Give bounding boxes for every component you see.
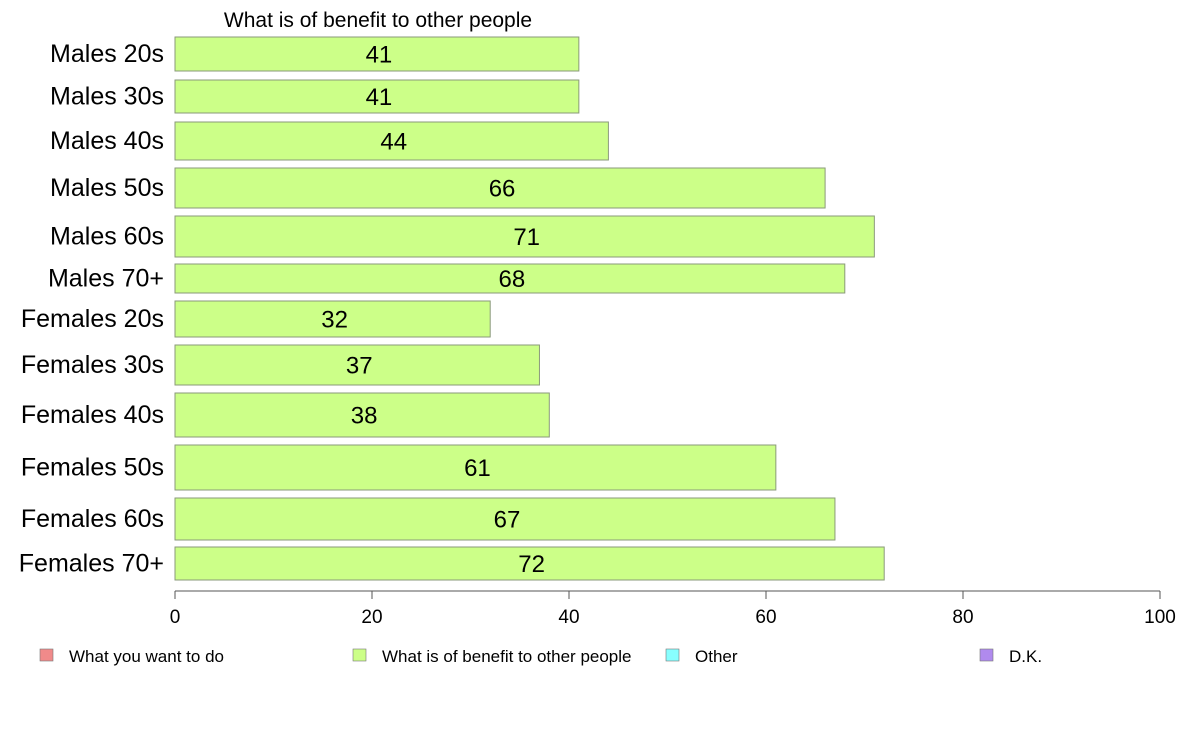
data-label-males-30s: 41: [366, 84, 393, 111]
legend-label-what-is-of-benefit-to-other-people: What is of benefit to other people: [382, 647, 632, 666]
category-label-males-20s: Males 20s: [50, 40, 164, 68]
x-tick-label: 60: [755, 607, 776, 628]
legend-swatch-d-k: [979, 648, 994, 662]
category-label-males-40s: Males 40s: [50, 127, 164, 155]
legend-swatch-other: [665, 648, 680, 662]
bar-males-70-plus: [174, 263, 846, 294]
bar-females-30s: [174, 344, 540, 386]
x-tick-label: 80: [952, 607, 973, 628]
legend: What you want to do What is of benefit to…: [39, 647, 1042, 666]
bar-males-60s: [174, 215, 875, 258]
category-label-males-50s: Males 50s: [50, 174, 164, 202]
category-label-females-20s: Females 20s: [21, 305, 164, 333]
data-label-males-40s: 44: [380, 129, 407, 156]
data-label-females-70-plus: 72: [518, 551, 545, 578]
bar-males-20s: [174, 36, 580, 72]
legend-label-d-k: D.K.: [1009, 647, 1042, 666]
category-label-females-50s: Females 50s: [21, 454, 164, 482]
bar-females-20s: [174, 300, 491, 338]
x-tick-label: 0: [170, 607, 181, 628]
data-label-females-40s: 38: [351, 403, 378, 430]
x-tick-label: 40: [558, 607, 579, 628]
data-label-males-60s: 71: [513, 224, 540, 251]
x-tick-label: 100: [1144, 607, 1176, 628]
bar-males-40s: [174, 121, 609, 161]
bars-layer: Males 20s 41 Males 30s 41 Males 40s 44 Males 5…: [19, 36, 885, 581]
category-label-females-40s: Females 40s: [21, 401, 164, 429]
bar-females-70-plus: [174, 546, 885, 581]
category-label-males-30s: Males 30s: [50, 83, 164, 111]
category-label-females-30s: Females 30s: [21, 351, 164, 379]
data-label-females-50s: 61: [464, 455, 491, 482]
category-label-males-70-plus: Males 70+: [48, 265, 164, 293]
bar-males-30s: [174, 79, 580, 114]
legend-label-what-you-want-to-do: What you want to do: [69, 647, 224, 666]
data-label-females-30s: 37: [346, 353, 373, 380]
data-label-females-20s: 32: [321, 307, 348, 334]
x-axis: 0 20 40 60 80 100: [170, 590, 1176, 628]
data-label-males-20s: 41: [366, 42, 393, 69]
legend-swatch-what-you-want-to-do: [39, 648, 54, 662]
data-label-males-50s: 66: [489, 176, 516, 203]
category-label-females-60s: Females 60s: [21, 505, 164, 533]
category-label-males-60s: Males 60s: [50, 223, 164, 251]
bar-females-40s: [174, 392, 550, 438]
chart-title: What is of benefit to other people: [224, 9, 532, 32]
legend-label-other: Other: [695, 647, 738, 666]
x-tick-label: 20: [361, 607, 382, 628]
data-label-males-70-plus: 68: [499, 266, 526, 293]
bar-females-60s: [174, 497, 836, 541]
legend-swatch-what-is-of-benefit-to-other-people: [352, 648, 367, 662]
category-label-females-70-plus: Females 70+: [19, 550, 164, 578]
bar-females-50s: [174, 444, 777, 491]
bar-males-50s: [174, 167, 826, 209]
data-label-females-60s: 67: [494, 507, 521, 534]
